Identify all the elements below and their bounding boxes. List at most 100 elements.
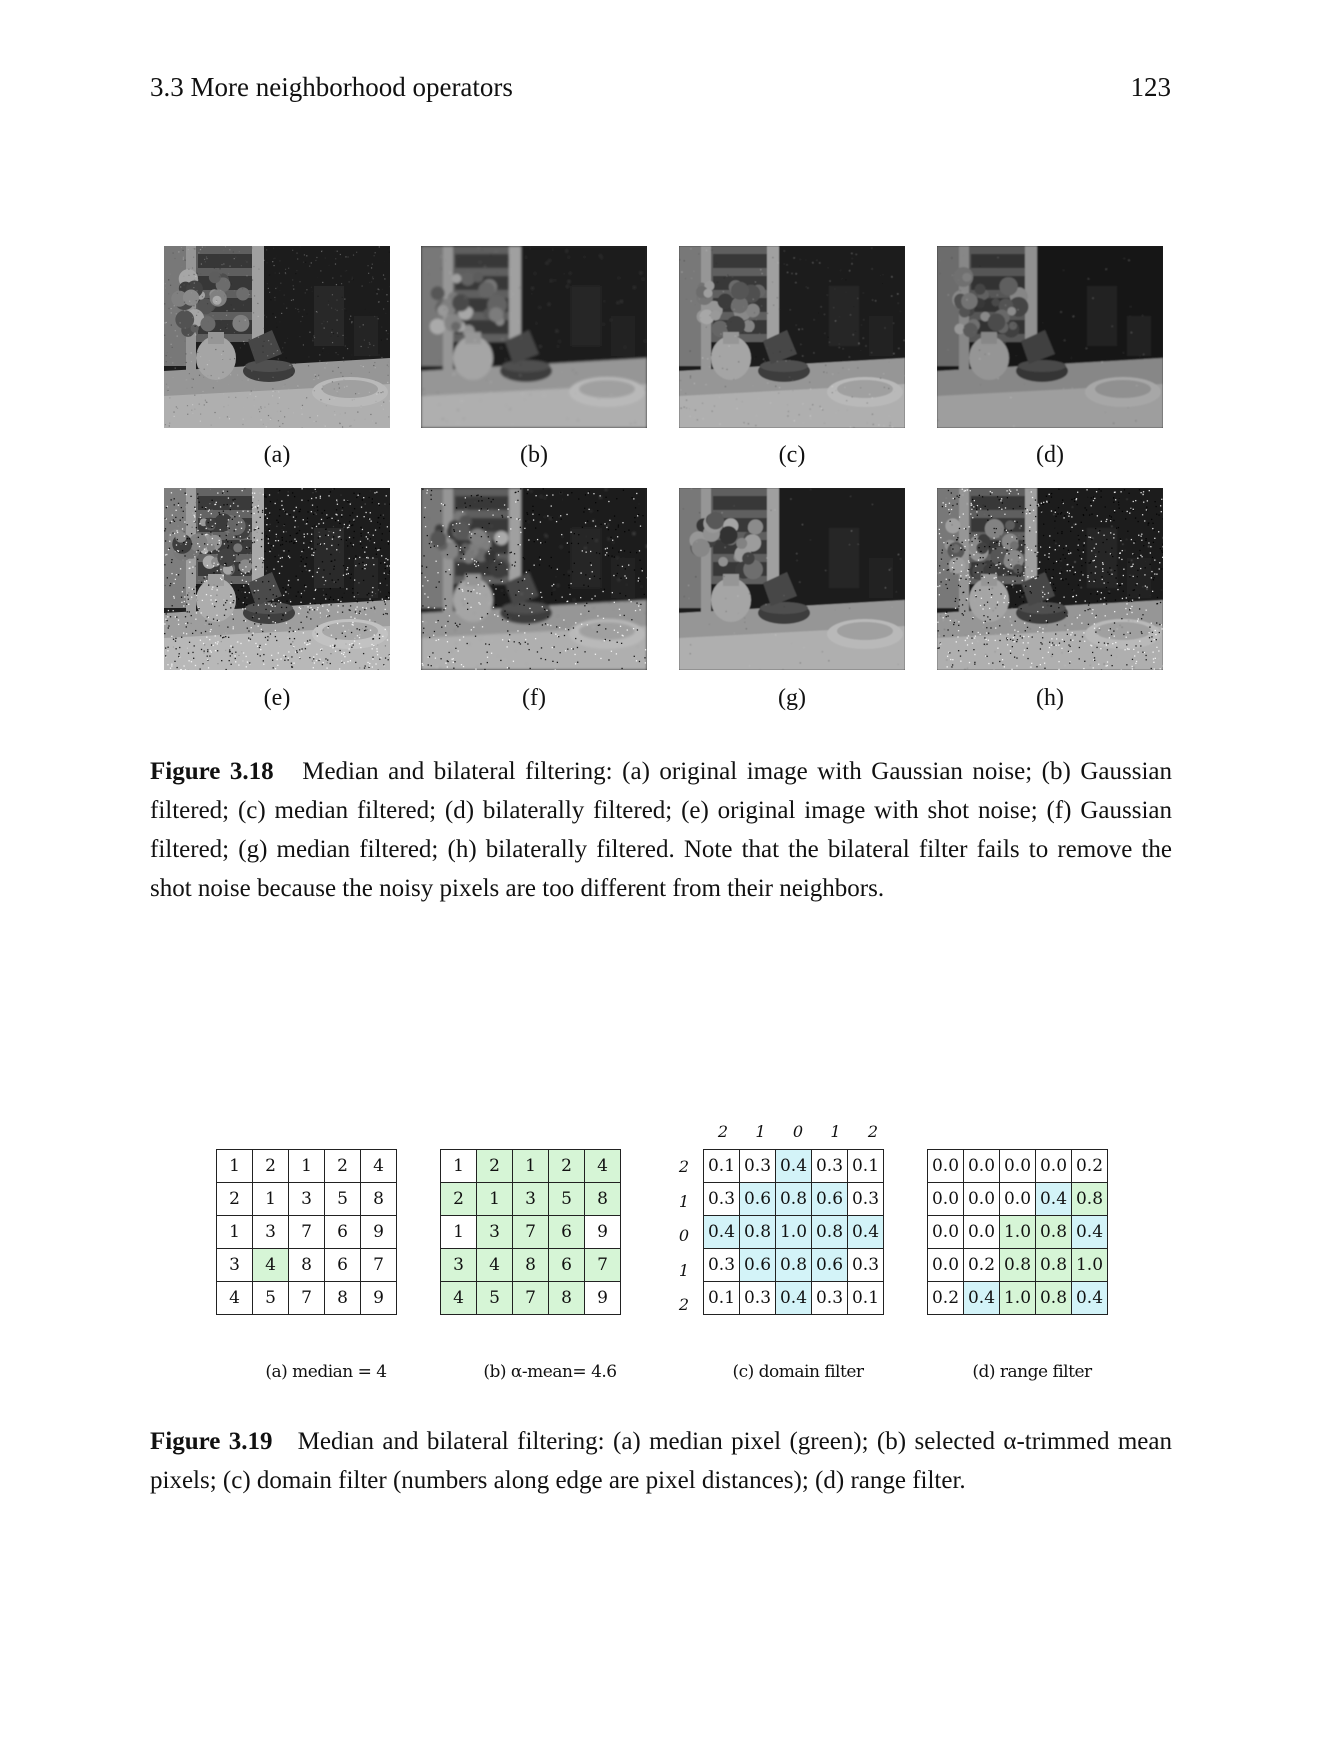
grid-cell: 1.0 [999,1281,1036,1315]
grid-cell: 1.0 [999,1215,1036,1249]
grid-cell: 0.4 [1035,1182,1072,1216]
figure-3-18-caption: Figure 3.18 Median and bilateral filteri… [150,752,1172,908]
still-life-image [679,488,905,670]
grid-row: 0.3 0.6 0.8 0.6 0.3 [703,1248,884,1282]
figure-3-19-text: Median and bilateral filtering: (a) medi… [150,1428,1172,1494]
grid-cell: 0.6 [811,1248,848,1282]
grid-row: 0.2 0.4 1.0 0.8 0.4 [927,1281,1108,1315]
grid-cell: 3 [440,1248,477,1282]
grid-cell: 5 [548,1182,585,1216]
grid-cell: 0.2 [1071,1149,1108,1183]
still-life-image [164,246,390,428]
panel-label: (e) [263,685,291,711]
grid-cell: 0.0 [999,1182,1036,1216]
grid-cell: 0.3 [739,1281,776,1315]
grid-cell: 8 [288,1248,325,1282]
panel-label: (g) [778,685,806,711]
row-distance: 1 [678,1191,690,1211]
grid-cell: 0.0 [963,1215,1000,1249]
grid-row: 0.0 0.0 0.0 0.4 0.8 [927,1182,1108,1216]
grid-cell: 7 [584,1248,621,1282]
grid-cell: 8 [512,1248,549,1282]
grid-cell: 0.8 [1035,1215,1072,1249]
grid-cell: 0.4 [775,1281,812,1315]
grid-cell: 9 [360,1215,397,1249]
grid-cell: 0.3 [703,1248,740,1282]
grid-cell: 4 [476,1248,513,1282]
row-distance: 1 [678,1260,690,1280]
grid-cell: 2 [252,1149,289,1183]
panel-label: (a) [263,442,291,468]
grid-cell: 4 [360,1149,397,1183]
grid-row: 0.3 0.6 0.8 0.6 0.3 [703,1182,884,1216]
grid-cell: 2 [440,1182,477,1216]
grid-cell: 0.0 [927,1215,964,1249]
grid-cell: 7 [512,1281,549,1315]
grid-cell: 0.3 [739,1149,776,1183]
photo-panel [164,488,390,670]
grid-cell: 5 [476,1281,513,1315]
grid-cell: 6 [324,1248,361,1282]
still-life-image [421,488,647,670]
figure-3-18-text: Median and bilateral filtering: (a) orig… [150,758,1172,902]
grid-cell: 7 [288,1281,325,1315]
grid-cell: 0.8 [1071,1182,1108,1216]
grid-cell: 0.4 [775,1149,812,1183]
grid-cell: 7 [360,1248,397,1282]
column-distance: 1 [755,1122,766,1141]
grid-cell: 0.0 [999,1149,1036,1183]
range-filter-label: (d) range filter [972,1362,1092,1382]
grid-cell: 0.4 [703,1215,740,1249]
still-life-image [937,488,1163,670]
grid-row: 0.4 0.8 1.0 0.8 0.4 [703,1215,884,1249]
figure-3-19-label: Figure 3.19 [150,1428,273,1455]
grid-cell: 4 [252,1248,289,1282]
grid-cell: 0.2 [963,1248,1000,1282]
grid-cell: 8 [584,1182,621,1216]
photo-panel [679,488,905,670]
median-label: (a) median = 4 [265,1362,387,1382]
grid-cell: 0.8 [1035,1281,1072,1315]
grid-cell: 0.0 [1035,1149,1072,1183]
grid-cell: 0.8 [811,1215,848,1249]
grid-cell: 5 [252,1281,289,1315]
grid-cell: 7 [288,1215,325,1249]
domain-filter-label: (c) domain filter [732,1362,864,1382]
grid-cell: 0.2 [927,1281,964,1315]
grid-cell: 9 [360,1281,397,1315]
grid-cell: 4 [216,1281,253,1315]
still-life-image [164,488,390,670]
grid-cell: 3 [512,1182,549,1216]
photo-panel [937,488,1163,670]
page-number: 123 [1130,72,1172,102]
grid-cell: 9 [584,1281,621,1315]
figure-3-18-label: Figure 3.18 [150,758,274,785]
still-life-image [421,246,647,428]
grid-cell: 0.0 [927,1182,964,1216]
photo-panel [679,246,905,428]
panel-label: (d) [1036,442,1064,468]
row-distance: 2 [678,1295,690,1314]
grid-cell: 1 [288,1149,325,1183]
grid-cell: 0.3 [847,1182,884,1216]
grid-cell: 0.4 [1071,1215,1108,1249]
grid-cell: 7 [512,1215,549,1249]
grid-cell: 3 [252,1215,289,1249]
grid-cell: 0.8 [999,1248,1036,1282]
grid-cell: 1 [252,1182,289,1216]
grid-row: 0.0 0.0 1.0 0.8 0.4 [927,1215,1108,1249]
panel-label: (b) [520,442,548,468]
grid-cell: 0.3 [847,1248,884,1282]
grid-cell: 0.6 [739,1182,776,1216]
grid-cell: 3 [216,1248,253,1282]
grid-row: 0.0 0.2 0.8 0.8 1.0 [927,1248,1108,1282]
grid-cell: 0.0 [963,1149,1000,1183]
